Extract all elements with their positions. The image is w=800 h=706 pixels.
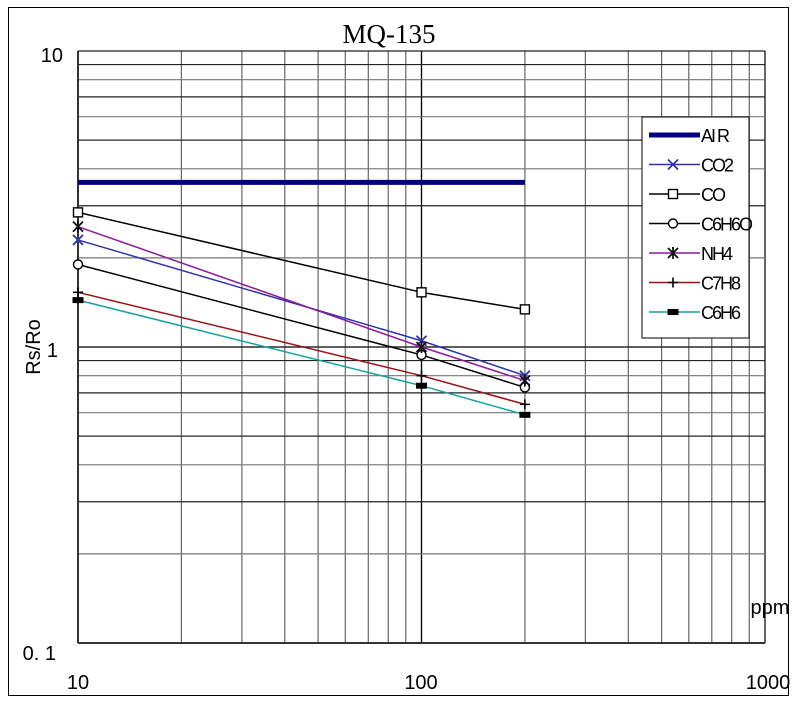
legend: AI R CO2 CO C6H6O NH4 C7H8 C6H6 bbox=[641, 116, 755, 339]
x-tick-10: 10 bbox=[67, 672, 89, 694]
legend-label: AI R bbox=[701, 126, 730, 146]
plot-grid bbox=[77, 50, 766, 644]
legend-item: C7H8 bbox=[649, 274, 743, 294]
legend-label: CO2 bbox=[701, 156, 734, 176]
chart-frame bbox=[8, 7, 789, 696]
legend-item: CO bbox=[649, 185, 728, 205]
series-co bbox=[72, 207, 531, 315]
y-tick-1: 1 bbox=[47, 340, 58, 362]
series-c6h6 bbox=[72, 297, 531, 418]
x-axis-label: ppm bbox=[751, 597, 790, 619]
legend-item: C6H6O bbox=[649, 215, 755, 235]
legend-label: C6H6O bbox=[701, 215, 753, 235]
chart-title: MQ-135 bbox=[343, 19, 436, 49]
y-tick-10: 10 bbox=[41, 45, 63, 67]
legend-item: C6H6 bbox=[649, 303, 743, 323]
series-c7h8 bbox=[73, 287, 530, 410]
legend-label: NH4 bbox=[701, 244, 733, 264]
y-axis-label: Rs/Ro bbox=[23, 319, 45, 375]
legend-label: C7H8 bbox=[701, 274, 741, 294]
series-c6h6o bbox=[72, 259, 531, 393]
legend-label: CO bbox=[701, 185, 726, 205]
series-nh4 bbox=[72, 220, 531, 387]
y-tick-0.1: 0. 1 bbox=[23, 643, 56, 665]
legend-label: C6H6 bbox=[701, 303, 741, 323]
legend-box bbox=[641, 116, 750, 339]
x-tick-100: 100 bbox=[404, 672, 437, 694]
plot-series bbox=[72, 179, 531, 418]
legend-item: AI R bbox=[649, 126, 732, 146]
legend-item: CO2 bbox=[649, 156, 736, 176]
legend-item: NH4 bbox=[649, 244, 735, 264]
x-tick-1000: 1000 bbox=[746, 672, 791, 694]
